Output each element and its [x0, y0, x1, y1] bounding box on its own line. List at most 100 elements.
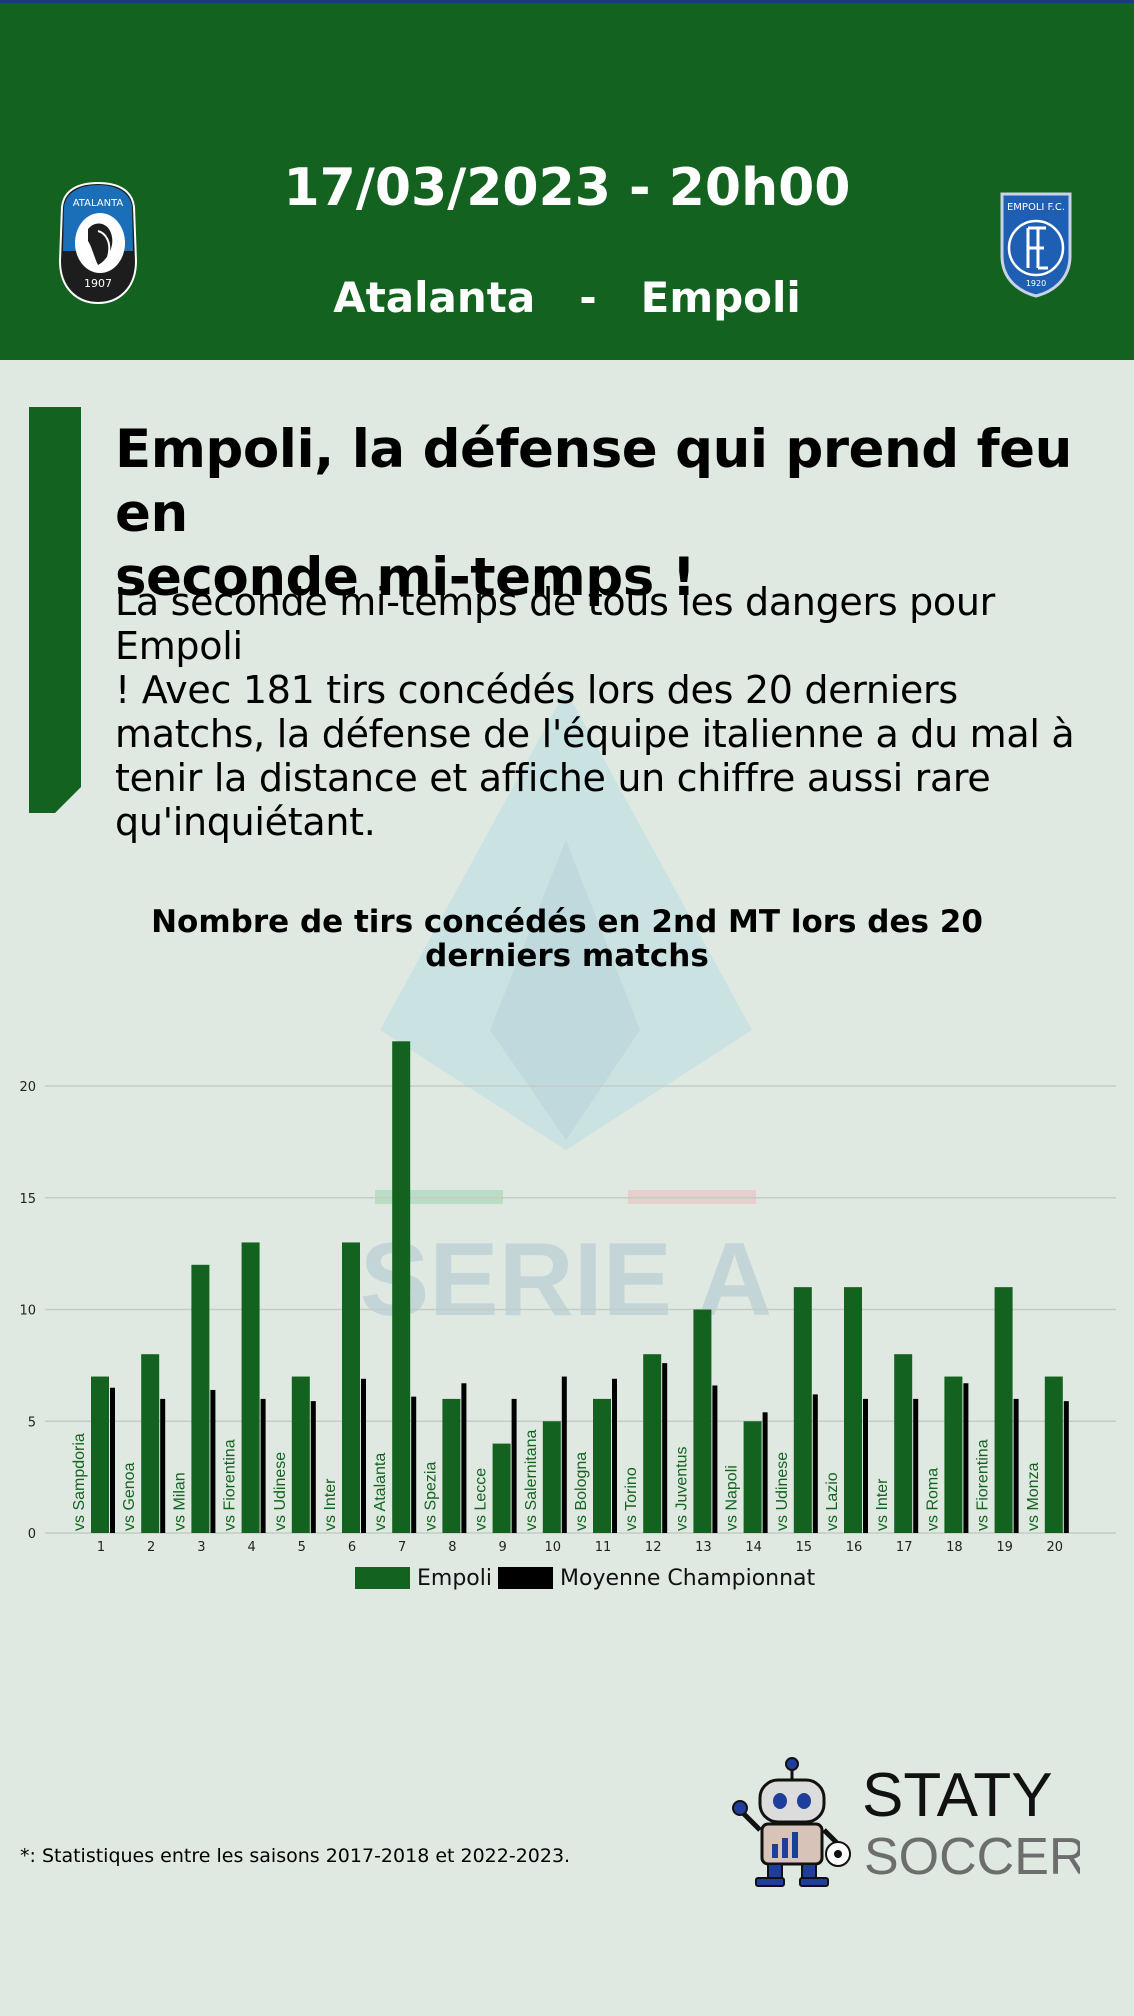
chart-title-line: derniers matchs	[425, 938, 709, 974]
robot-icon	[732, 1757, 851, 1887]
bar-moyenne	[662, 1363, 668, 1533]
chart-grid	[45, 1085, 1116, 1534]
bar-empoli	[191, 1264, 210, 1533]
bar-empoli	[91, 1376, 109, 1533]
bar-moyenne	[310, 1401, 316, 1533]
bar-moyenne	[260, 1398, 266, 1533]
y-tick-label: 20	[19, 1080, 36, 1095]
opponent-label: vs Genoa	[121, 1462, 138, 1531]
brand-line2: SOCCER	[864, 1828, 1080, 1886]
legend-label: Moyenne Championnat	[560, 1566, 816, 1591]
legend-label: Empoli	[417, 1566, 492, 1591]
bar-empoli	[844, 1287, 862, 1533]
bar-moyenne	[612, 1378, 617, 1533]
lead-line: tenir la distance et affiche un chiffre …	[115, 756, 991, 800]
x-tick-label: 11	[595, 1540, 612, 1555]
x-tick-label: 7	[398, 1540, 406, 1555]
chart-title: Nombre de tirs concédés en 2nd MT lors d…	[0, 905, 1134, 973]
opponent-label: vs Inter	[874, 1478, 891, 1531]
x-tick-label: 4	[247, 1540, 255, 1555]
opponent-label: vs Sampdoria	[71, 1433, 88, 1531]
bar-moyenne	[863, 1398, 868, 1533]
opponent-label: vs Salernitana	[523, 1430, 540, 1531]
bar-moyenne	[361, 1378, 366, 1533]
opponent-label: vs Lecce	[473, 1468, 490, 1531]
bar-empoli	[693, 1309, 712, 1533]
legend-swatch-moyenne	[498, 1567, 553, 1589]
opponent-label: vs Milan	[171, 1472, 188, 1531]
bar-empoli	[1044, 1376, 1063, 1533]
article-lead: La seconde mi-temps de tous les dangers …	[115, 580, 1115, 844]
atalanta-badge-label: ATALANTA	[73, 198, 124, 209]
bar-moyenne	[110, 1387, 115, 1533]
chart-title-line: Nombre de tirs concédés en 2nd MT lors d…	[151, 904, 983, 940]
bar-moyenne	[411, 1396, 417, 1533]
x-tick-label: 19	[996, 1540, 1013, 1555]
x-tick-label: 5	[298, 1540, 306, 1555]
accent-bar	[29, 407, 81, 813]
x-tick-label: 10	[545, 1540, 562, 1555]
opponent-label: vs Atalanta	[372, 1453, 389, 1531]
bar-moyenne	[1013, 1398, 1019, 1533]
opponent-label: vs Fiorentina	[222, 1439, 239, 1531]
x-tick-label: 3	[197, 1540, 205, 1555]
opponent-label: vs Inter	[322, 1478, 339, 1531]
opponent-label: vs Udinese	[272, 1452, 289, 1531]
bar-moyenne	[913, 1398, 919, 1533]
staty-soccer-logo: STATY SOCCER	[732, 1757, 1080, 1887]
lead-line: ! Avec 181 tirs concédés lors des 20 der…	[115, 668, 958, 712]
x-tick-label: 14	[745, 1540, 762, 1555]
empoli-badge-icon: EMPOLI F.C. 1920	[1000, 192, 1072, 298]
bar-empoli	[894, 1354, 913, 1533]
chart-legend: Empoli Moyenne Championnat	[355, 1566, 816, 1591]
bar-moyenne	[812, 1394, 818, 1533]
match-date: 17/03/2023 - 20h00	[283, 158, 851, 218]
y-tick-label: 5	[28, 1415, 36, 1430]
headline-line: seconde mi-temps !	[115, 547, 696, 608]
opponent-label: vs Monza	[1025, 1462, 1042, 1531]
opponent-label: vs Fiorentina	[975, 1439, 992, 1531]
bar-moyenne	[561, 1376, 567, 1533]
bar-moyenne	[963, 1383, 969, 1533]
y-tick-label: 0	[28, 1527, 36, 1542]
bar-empoli	[743, 1421, 762, 1533]
bar-moyenne	[210, 1389, 216, 1533]
x-tick-label: 12	[645, 1540, 662, 1555]
lead-line: matchs, la défense de l'équipe italienne…	[115, 712, 1075, 756]
bar-empoli	[241, 1242, 260, 1533]
teams-separator: -	[579, 273, 597, 322]
bar-moyenne	[511, 1398, 517, 1533]
bar-moyenne	[461, 1383, 467, 1533]
bar-empoli	[342, 1242, 360, 1533]
opponent-label: vs Napoli	[724, 1465, 741, 1531]
atalanta-badge-icon: ATALANTA 1907	[58, 181, 138, 305]
opponent-label: vs Juventus	[673, 1447, 690, 1531]
x-tick-label: 6	[348, 1540, 356, 1555]
bar-chart: 0 5 10 15 20 1 vs Sampdoria 2 vs Genoa 3 vs Milan 4…	[19, 1041, 1116, 1591]
x-tick-label: 18	[946, 1540, 963, 1555]
opponent-label: vs Spezia	[422, 1462, 439, 1531]
bar-moyenne	[712, 1385, 718, 1533]
x-tick-label: 16	[846, 1540, 863, 1555]
lead-line: La seconde mi-temps de tous les dangers …	[115, 580, 995, 668]
bar-empoli	[793, 1287, 812, 1533]
headline-line: Empoli, la défense qui prend feu en	[115, 419, 1072, 544]
opponent-label: vs Lazio	[824, 1472, 841, 1531]
bar-empoli	[994, 1287, 1013, 1533]
x-tick-label: 9	[498, 1540, 506, 1555]
y-tick-label: 10	[19, 1304, 36, 1319]
x-tick-label: 15	[796, 1540, 813, 1555]
bar-empoli	[944, 1376, 963, 1533]
opponent-label: vs Bologna	[573, 1452, 590, 1531]
bar-moyenne	[160, 1398, 166, 1533]
brand-line1: STATY	[862, 1761, 1053, 1830]
article-headline: Empoli, la défense qui prend feu en seco…	[115, 418, 1115, 610]
opponent-label: vs Roma	[924, 1468, 941, 1531]
match-header: ATALANTA 1907 17/03/2023 - 20h00 Atalant…	[0, 0, 1134, 360]
bar-empoli	[392, 1041, 411, 1533]
home-team-name: Atalanta	[333, 273, 536, 322]
x-tick-label: 20	[1047, 1540, 1064, 1555]
bar-moyenne	[1063, 1401, 1069, 1533]
bar-empoli	[593, 1398, 611, 1533]
bar-empoli	[141, 1354, 160, 1533]
